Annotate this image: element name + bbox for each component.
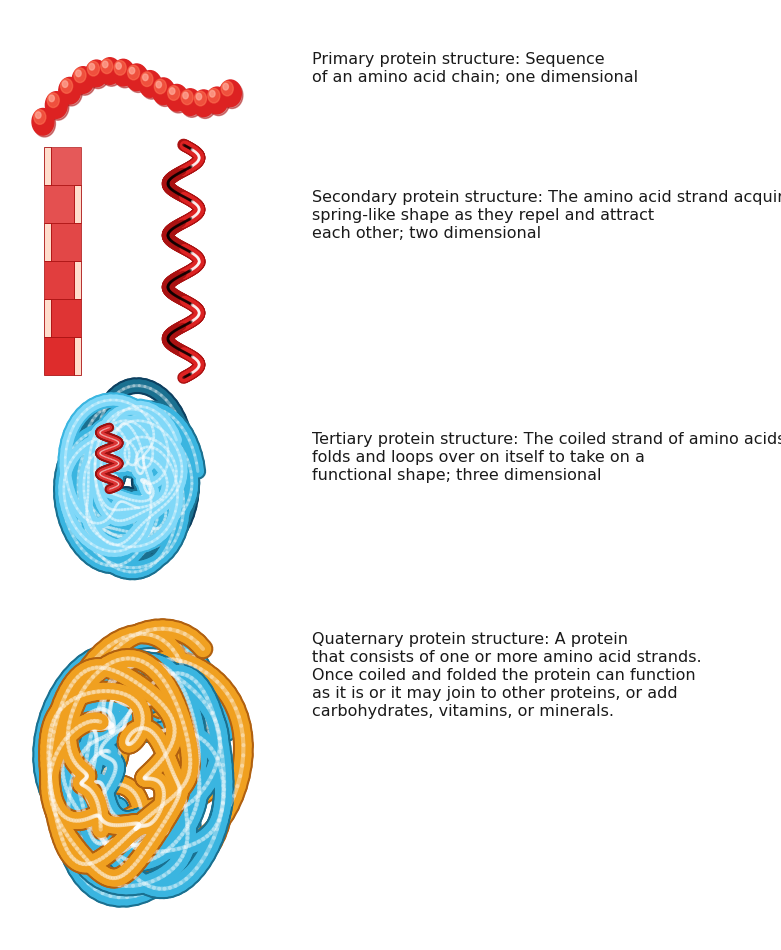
Circle shape <box>36 112 41 119</box>
Polygon shape <box>52 147 81 185</box>
Polygon shape <box>44 223 52 261</box>
Circle shape <box>76 70 81 77</box>
Polygon shape <box>52 223 81 261</box>
Circle shape <box>169 87 175 94</box>
Circle shape <box>156 82 162 88</box>
Circle shape <box>34 110 55 137</box>
Circle shape <box>126 64 148 90</box>
Circle shape <box>72 66 94 93</box>
Circle shape <box>32 108 54 135</box>
Circle shape <box>223 84 228 90</box>
Circle shape <box>127 66 140 80</box>
Circle shape <box>209 90 215 97</box>
Circle shape <box>114 61 136 87</box>
Circle shape <box>112 59 134 86</box>
Circle shape <box>196 93 201 100</box>
Circle shape <box>168 86 180 101</box>
Polygon shape <box>44 337 73 375</box>
Circle shape <box>194 91 206 105</box>
Circle shape <box>74 68 86 83</box>
Polygon shape <box>44 185 73 223</box>
Circle shape <box>60 80 82 106</box>
Circle shape <box>89 64 95 70</box>
Text: functional shape; three dimensional: functional shape; three dimensional <box>312 468 602 484</box>
Circle shape <box>166 85 187 111</box>
Circle shape <box>34 109 46 124</box>
Text: carbohydrates, vitamins, or minerals.: carbohydrates, vitamins, or minerals. <box>312 704 615 719</box>
Circle shape <box>47 94 69 121</box>
Text: Tertiary protein structure: The coiled strand of amino acids: Tertiary protein structure: The coiled s… <box>312 432 781 447</box>
Text: of an amino acid chain; one dimensional: of an amino acid chain; one dimensional <box>312 70 639 86</box>
Circle shape <box>221 82 243 108</box>
Text: Quaternary protein structure: A protein: Quaternary protein structure: A protein <box>312 632 629 647</box>
Circle shape <box>180 88 201 115</box>
Circle shape <box>86 60 108 86</box>
Polygon shape <box>73 185 81 223</box>
Polygon shape <box>44 147 52 185</box>
Circle shape <box>219 80 241 106</box>
Polygon shape <box>44 299 52 337</box>
Circle shape <box>194 92 216 119</box>
Circle shape <box>206 87 228 114</box>
Circle shape <box>101 59 112 73</box>
Polygon shape <box>73 261 81 299</box>
Text: that consists of one or more amino acid strands.: that consists of one or more amino acid … <box>312 650 702 665</box>
Circle shape <box>127 66 149 92</box>
Circle shape <box>129 67 134 74</box>
Circle shape <box>73 68 95 95</box>
Circle shape <box>193 90 215 117</box>
Polygon shape <box>73 337 81 375</box>
Circle shape <box>208 89 230 116</box>
Circle shape <box>101 60 123 86</box>
Text: Once coiled and folded the protein can function: Once coiled and folded the protein can f… <box>312 668 696 683</box>
Circle shape <box>59 78 80 104</box>
Polygon shape <box>44 261 73 299</box>
Text: each other; two dimensional: each other; two dimensional <box>312 226 541 241</box>
Circle shape <box>139 70 161 97</box>
Circle shape <box>154 80 176 106</box>
Circle shape <box>155 79 166 94</box>
Text: as it is or it may join to other proteins, or add: as it is or it may join to other protein… <box>312 686 678 701</box>
Circle shape <box>141 72 153 86</box>
Text: spring-like shape as they repel and attract: spring-like shape as they repel and attr… <box>312 208 654 223</box>
Circle shape <box>116 63 121 69</box>
Circle shape <box>61 79 73 93</box>
Circle shape <box>167 86 189 113</box>
Circle shape <box>87 62 109 88</box>
Circle shape <box>49 95 55 102</box>
Circle shape <box>87 62 99 76</box>
Circle shape <box>47 93 59 107</box>
Circle shape <box>143 74 148 81</box>
Circle shape <box>181 90 203 117</box>
Circle shape <box>45 92 67 119</box>
Circle shape <box>102 61 108 67</box>
Text: folds and loops over on itself to take on a: folds and loops over on itself to take o… <box>312 450 645 465</box>
Text: Secondary protein structure: The amino acid strand acquires a: Secondary protein structure: The amino a… <box>312 190 781 205</box>
Circle shape <box>208 88 220 103</box>
Circle shape <box>183 92 188 99</box>
Circle shape <box>181 90 193 104</box>
Circle shape <box>152 78 174 104</box>
Circle shape <box>221 82 234 96</box>
Polygon shape <box>52 299 81 337</box>
Circle shape <box>99 58 121 85</box>
Text: Primary protein structure: Sequence: Primary protein structure: Sequence <box>312 52 605 67</box>
Circle shape <box>114 61 127 75</box>
Circle shape <box>141 72 162 99</box>
Circle shape <box>62 81 68 87</box>
